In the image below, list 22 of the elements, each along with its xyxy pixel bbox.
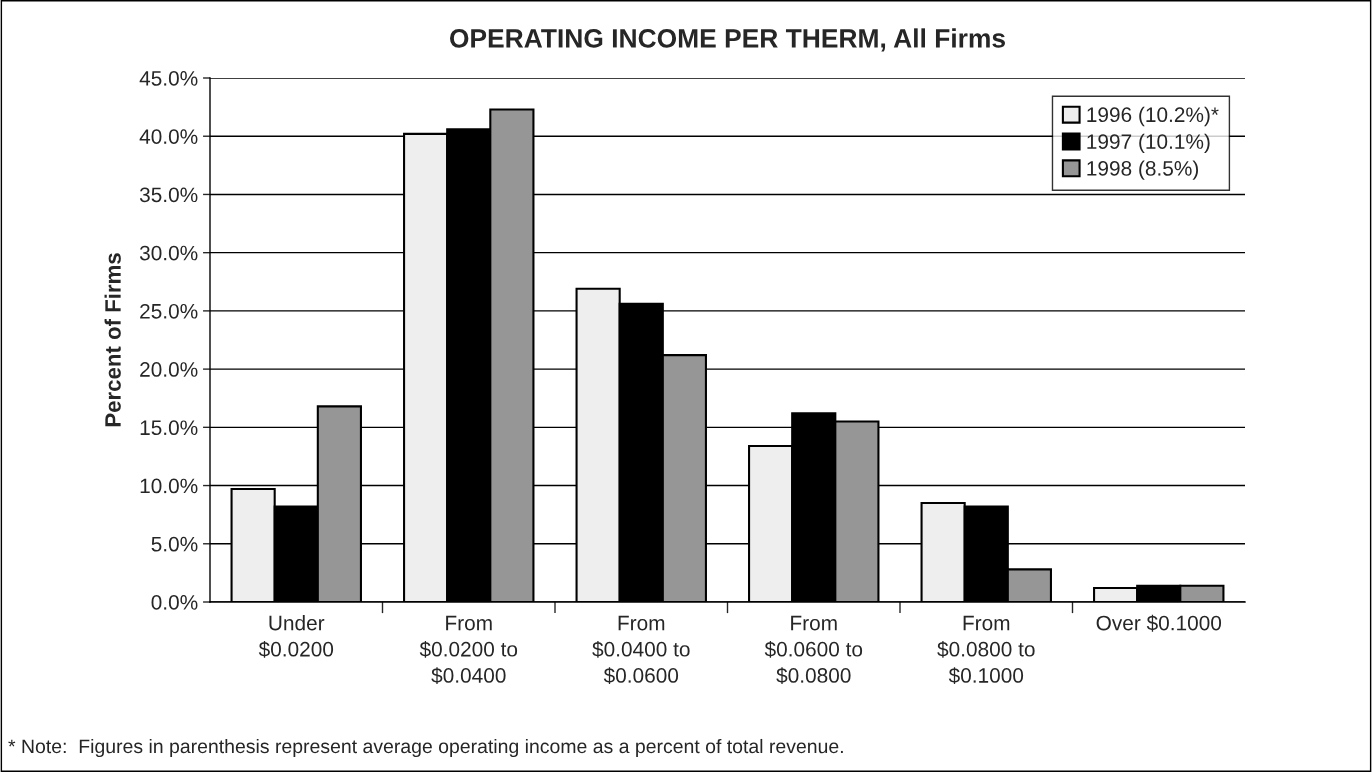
x-tick-label: From $0.0800 to $0.1000 <box>937 615 1035 685</box>
legend-label: 1997 (10.1%) <box>1087 133 1210 154</box>
x-tick-label: From $0.0200 to $0.0400 <box>419 615 518 685</box>
y-tick-label: 15.0% <box>140 420 198 436</box>
y-tick-label: 10.0% <box>140 478 198 494</box>
legend-label: 1998 (8.5%) <box>1087 160 1199 180</box>
y-tick-label: 25.0% <box>140 303 198 319</box>
x-tick-label: Over $0.1000 <box>1096 614 1222 632</box>
y-tick-label: 45.0% <box>139 71 198 86</box>
x-tick-label: From $0.0600 to $0.0800 <box>764 615 863 685</box>
y-tick-label: 30.0% <box>139 245 198 261</box>
y-tick-label: 0.0% <box>151 595 198 610</box>
x-tick-label: Under $0.0200 <box>258 615 334 658</box>
y-axis-title: Percent of Firms <box>104 253 121 427</box>
y-tick-label: 20.0% <box>140 362 198 377</box>
x-tick-label: From $0.0400 to $0.0600 <box>592 615 690 685</box>
chart-title: OPERATING INCOME PER THERM, All Firms <box>450 28 1005 52</box>
y-tick-label: 40.0% <box>139 129 198 144</box>
text: * Note: Figures in parenthesis represent average operating income as a percent of total revenue. <box>8 738 843 758</box>
y-tick-label: 5.0% <box>151 536 198 552</box>
legend-label: 1996 (10.2%)* <box>1087 106 1219 127</box>
y-tick-label: 35.0% <box>139 187 198 203</box>
